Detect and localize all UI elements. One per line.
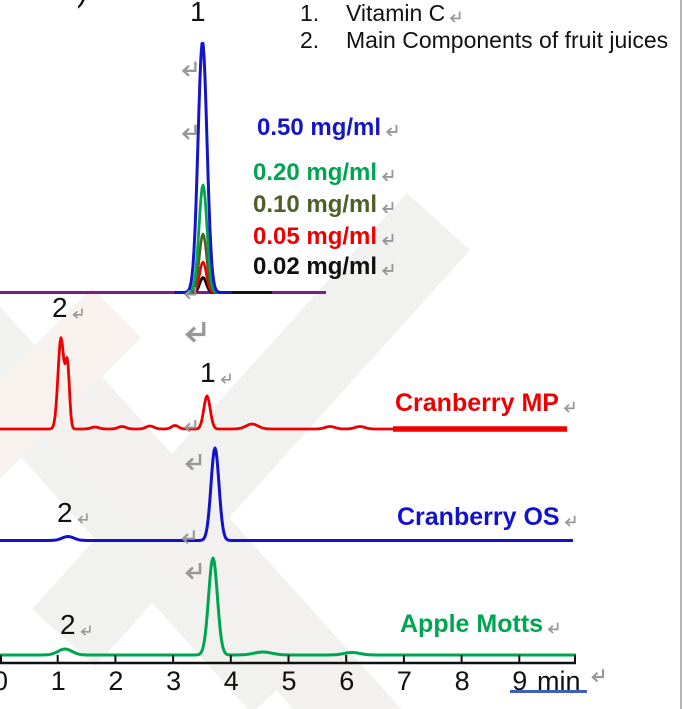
return-mark-icon bbox=[181, 417, 199, 440]
axis-tick-label: 2 bbox=[108, 666, 124, 696]
legend-number: 2. bbox=[300, 27, 320, 53]
window-right-border bbox=[680, 0, 682, 709]
legend-text: Main Components of fruit juices bbox=[346, 27, 669, 53]
sample-label-cranberry-os: Cranberry OS bbox=[397, 504, 578, 530]
return-mark-icon bbox=[181, 450, 205, 479]
axis-tick-label: 9 bbox=[512, 666, 528, 696]
legend-number: 1. bbox=[300, 0, 320, 26]
mp-peak-2-label: 2 bbox=[52, 293, 85, 322]
axis-tick-label: 1 bbox=[50, 666, 66, 696]
sample-label-cranberry-mp: Cranberry MP bbox=[395, 390, 577, 416]
clipped-character: ) bbox=[78, 0, 98, 10]
axis-tick-label: 4 bbox=[223, 666, 239, 696]
return-mark-icon bbox=[78, 614, 93, 643]
axis-tick-label: 5 bbox=[281, 666, 297, 696]
legend-item-2: 2. Main Components of fruit juices bbox=[300, 27, 668, 54]
motts-peak-2-label: 2 bbox=[60, 610, 93, 639]
return-mark-icon bbox=[588, 666, 607, 690]
legend-text: Vitamin C bbox=[346, 0, 446, 26]
return-mark-icon bbox=[181, 284, 199, 307]
return-mark-icon bbox=[379, 164, 396, 189]
axis-tick-label: 8 bbox=[454, 666, 470, 696]
return-mark-icon bbox=[178, 58, 200, 85]
axis-underline bbox=[510, 690, 587, 693]
return-mark-icon bbox=[180, 317, 210, 352]
return-mark-icon bbox=[379, 258, 396, 283]
return-mark-icon bbox=[181, 559, 205, 588]
concentration-label-002: 0.02 mg/ml bbox=[253, 254, 396, 279]
return-mark-icon bbox=[562, 508, 578, 534]
legend-item-1: 1. Vitamin C bbox=[300, 0, 463, 27]
return-mark-icon bbox=[75, 502, 90, 531]
axis-tick-label: 7 bbox=[396, 666, 412, 696]
trace-apple-motts bbox=[0, 556, 577, 657]
return-mark-icon bbox=[379, 228, 396, 253]
return-mark-icon bbox=[178, 121, 200, 148]
concentration-label-050: 0.50 mg/ml bbox=[257, 115, 400, 140]
axis-tick-label: 6 bbox=[339, 666, 355, 696]
return-mark-icon bbox=[70, 297, 85, 326]
standards-peak-1-label: 1 bbox=[190, 0, 206, 27]
concentration-label-010: 0.10 mg/ml bbox=[253, 192, 396, 217]
return-mark-icon bbox=[379, 196, 396, 221]
return-mark-icon bbox=[561, 394, 577, 420]
trace-cranberry-os bbox=[0, 446, 574, 542]
mp-peak-1-label: 1 bbox=[200, 358, 233, 387]
return-mark-icon bbox=[178, 527, 198, 552]
concentration-label-020: 0.20 mg/ml bbox=[253, 160, 396, 185]
concentration-label-005: 0.05 mg/ml bbox=[253, 224, 396, 249]
return-mark-icon bbox=[545, 615, 561, 641]
axis-tick-label: 3 bbox=[166, 666, 182, 696]
os-peak-2-label: 2 bbox=[57, 498, 90, 527]
return-mark-icon bbox=[383, 119, 400, 144]
axis-tick-label: 0 bbox=[0, 666, 9, 696]
return-mark-icon bbox=[218, 362, 233, 391]
sample-label-apple-motts: Apple Motts bbox=[400, 611, 561, 637]
trace-std-0-50 bbox=[175, 42, 233, 294]
return-mark-icon bbox=[447, 4, 463, 31]
